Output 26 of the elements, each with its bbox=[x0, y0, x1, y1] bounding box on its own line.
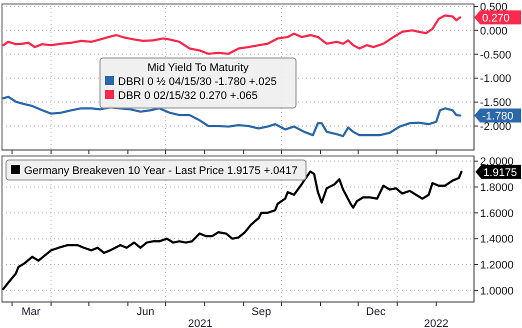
y-tick-label: 2.0000 bbox=[480, 156, 514, 168]
y-tick-label: 1.4000 bbox=[480, 234, 514, 246]
line-series bbox=[2, 14, 462, 55]
annotation: 1.9175 bbox=[483, 166, 518, 179]
legend-label: DBRI 0 ½ 04/15/30 -1.780 +.025 bbox=[118, 76, 277, 88]
annotation: -1.780 bbox=[482, 110, 514, 123]
y-tick-label: -2.000 bbox=[480, 121, 512, 134]
x-tick-label: Jun bbox=[136, 306, 154, 318]
x-tick-label: Dec bbox=[366, 306, 386, 318]
y-tick-label: 1.2000 bbox=[480, 260, 514, 272]
y-tick-label: 0.500 bbox=[480, 1, 508, 14]
y-tick-label: 1.0000 bbox=[480, 285, 514, 298]
y-tick-label: -1.000 bbox=[480, 73, 512, 86]
y-tick-label: 1.6000 bbox=[480, 208, 514, 220]
y-tick-label: 0.000 bbox=[480, 25, 508, 38]
text: 2021 bbox=[188, 318, 212, 328]
text: 2022 bbox=[424, 318, 448, 328]
legend-label: Germany Breakeven 10 Year - Last Price 1.9175 +.0417 bbox=[24, 165, 298, 177]
x-tick-label: Sep bbox=[251, 306, 272, 318]
y-tick-label: 1.8000 bbox=[480, 182, 514, 194]
x-tick-label: Mar bbox=[21, 306, 41, 318]
annotation: 0.270 bbox=[482, 12, 510, 24]
y-tick-label: -1.500 bbox=[480, 97, 512, 110]
legend-title: Mid Yield To Maturity bbox=[147, 62, 250, 74]
legend-label: DBR 0 02/15/32 0.270 +.065 bbox=[118, 90, 258, 102]
y-tick-label: -0.500 bbox=[480, 49, 512, 62]
